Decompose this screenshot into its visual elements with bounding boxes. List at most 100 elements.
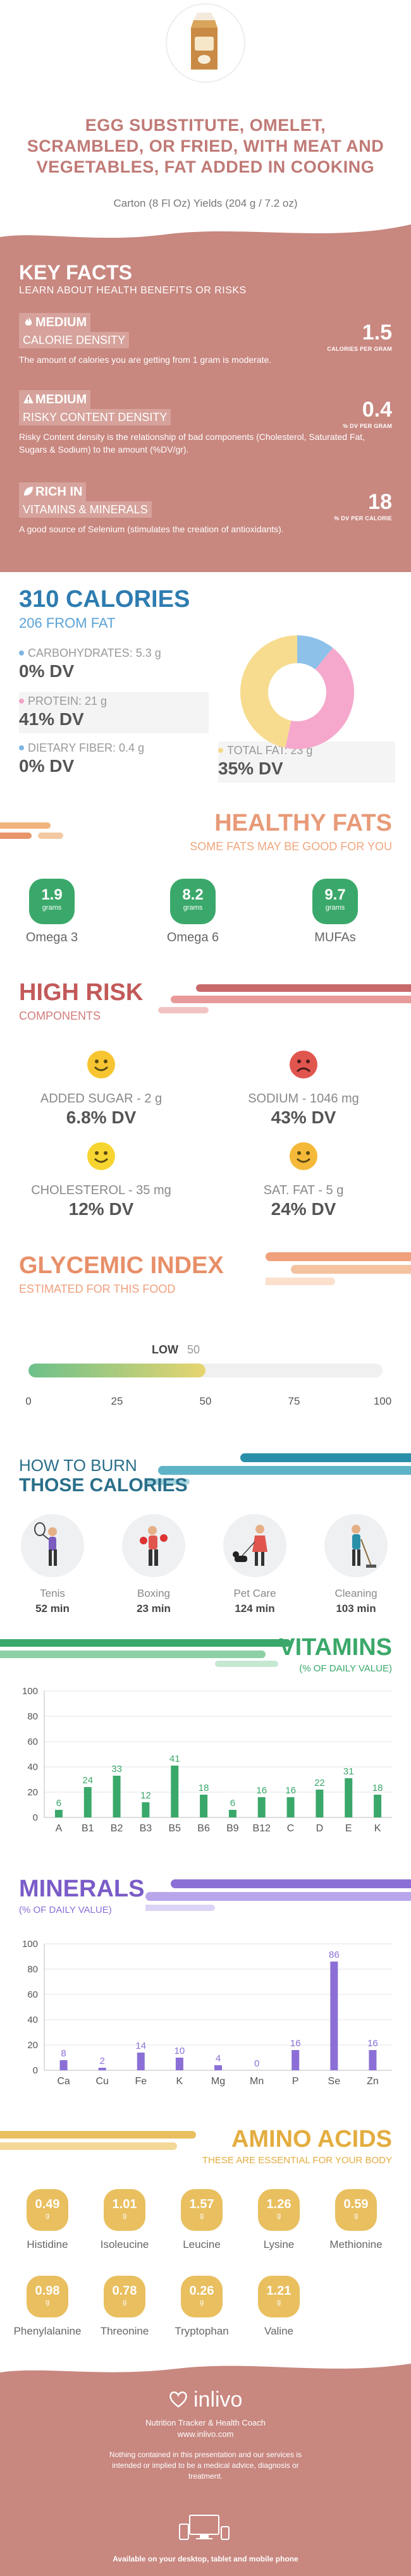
bar-b2 bbox=[113, 1776, 121, 1817]
fact-unit: CALORIES PER GRAM bbox=[327, 346, 392, 352]
fact-description: Risky Content density is the relationshi… bbox=[19, 432, 365, 455]
bar-b6 bbox=[200, 1795, 208, 1817]
fat-omega-6: 8.2 grams Omega 6 bbox=[149, 879, 237, 945]
amino-badge: 1.26 g bbox=[258, 2189, 300, 2231]
bar-b3 bbox=[142, 1802, 150, 1817]
key-facts-title: KEY FACTS bbox=[19, 261, 132, 284]
bar-value-label: 16 bbox=[285, 1785, 296, 1796]
risk-sat-fat: SAT. FAT - 5 g 24% DV bbox=[221, 1141, 386, 1219]
y-tick-label: 0 bbox=[33, 1812, 38, 1823]
risk-added-sugar: ADDED SUGAR - 2 g 6.8% DV bbox=[19, 1049, 183, 1128]
brand-logo[interactable]: inlivo bbox=[0, 2388, 411, 2412]
amino-badge: 0.98 g bbox=[27, 2276, 68, 2317]
risk-dv: 24% DV bbox=[271, 1199, 336, 1219]
disclaimer: Nothing contained in this presentation a… bbox=[109, 2450, 302, 2481]
bar-b9 bbox=[228, 1810, 236, 1817]
calories-section: 310 CALORIES 206 FROM FAT CARBOHYDRATES:… bbox=[0, 572, 411, 787]
x-tick-label: B5 bbox=[168, 1823, 181, 1834]
bar-fe bbox=[137, 2053, 145, 2070]
fact-label: CALORIE DENSITY bbox=[19, 332, 130, 348]
stripe-decoration bbox=[158, 984, 411, 1013]
glycemic-level: LOW bbox=[152, 1343, 178, 1356]
bar-p bbox=[291, 2050, 300, 2070]
legend-dot bbox=[19, 745, 24, 750]
bar-value-label: 41 bbox=[169, 1754, 180, 1764]
minerals-section: MINERALS (% OF DAILY VALUE) 0 20 40 60 80 100… bbox=[0, 1868, 411, 2121]
fact-description: The amount of calories you are getting f… bbox=[19, 355, 272, 365]
activity-name: Tenis bbox=[40, 1587, 65, 1599]
leaf-icon bbox=[24, 487, 33, 496]
bar-value-label: 6 bbox=[56, 1798, 61, 1809]
burn-title-line2: THOSE CALORIES bbox=[19, 1475, 188, 1496]
dog-walker-icon bbox=[233, 1525, 267, 1566]
sad-face-icon bbox=[290, 1051, 317, 1078]
activity-name: Pet Care bbox=[233, 1587, 276, 1599]
donut-slice-protein bbox=[240, 635, 354, 749]
bar-ca bbox=[59, 2060, 68, 2070]
legend-dot bbox=[218, 748, 223, 753]
x-tick-label: B3 bbox=[140, 1823, 152, 1834]
stripe-decoration bbox=[0, 822, 63, 839]
fat-name: Omega 6 bbox=[166, 931, 219, 944]
amino-name: Threonine bbox=[100, 2325, 149, 2337]
boxer-icon bbox=[140, 1526, 168, 1566]
activity-minutes: 52 min bbox=[35, 1602, 70, 1615]
calories-from-fat: 206 FROM FAT bbox=[19, 615, 116, 631]
risk-dv: 6.8% DV bbox=[66, 1108, 137, 1127]
fact-label: RISKY CONTENT DENSITY bbox=[19, 409, 171, 425]
warning-icon bbox=[23, 394, 34, 403]
serving-size: Carton (8 Fl Oz) Yields (204 g / 7.2 oz) bbox=[113, 197, 298, 209]
amino-badge: 0.49 g bbox=[27, 2189, 68, 2231]
y-tick-label: 0 bbox=[33, 2065, 38, 2076]
minerals-bar-chart: 0 20 40 60 80 100 8 Ca 2 Cu 14 Fe 10 K 4 Mg 0 Mn 16 P 86 Se 16… bbox=[22, 1939, 392, 2087]
brand-url[interactable]: www.inlivo.com bbox=[177, 2429, 234, 2439]
glycemic-index-title: GLYCEMIC INDEX bbox=[19, 1252, 224, 1279]
availability-note: Available on your desktop, tablet and mo… bbox=[113, 2555, 298, 2563]
high-risk-subtitle: COMPONENTS bbox=[19, 1010, 101, 1022]
bar-value-label: 6 bbox=[230, 1798, 235, 1809]
amino-acids-title: AMINO ACIDS bbox=[231, 2126, 392, 2152]
glycemic-tick: 100 bbox=[373, 1395, 392, 1407]
high-risk-section: HIGH RISK COMPONENTS ADDED SUGAR - 2 g 6… bbox=[0, 958, 411, 1236]
amino-methionine: 0.59 g Methionine bbox=[318, 2189, 394, 2251]
glycemic-tick: 50 bbox=[199, 1395, 212, 1407]
risk-sodium: SODIUM - 1046 mg 43% DV bbox=[221, 1049, 386, 1128]
bar-value-label: 31 bbox=[343, 1766, 354, 1777]
legend-dot bbox=[19, 650, 24, 656]
fact-level: MEDIUM bbox=[19, 313, 91, 332]
activity-name: Boxing bbox=[137, 1587, 170, 1599]
bar-d bbox=[316, 1790, 324, 1817]
amino-name: Phenylalanine bbox=[13, 2325, 82, 2337]
high-risk-title: HIGH RISK bbox=[19, 979, 144, 1006]
tennis-player-icon bbox=[34, 1522, 57, 1566]
y-tick-label: 80 bbox=[27, 1964, 38, 1975]
risk-dv: 43% DV bbox=[271, 1108, 336, 1127]
glycemic-value: 50 bbox=[187, 1343, 200, 1356]
y-tick-label: 80 bbox=[27, 1711, 38, 1722]
amino-name: Methionine bbox=[329, 2238, 383, 2250]
x-tick-label: K bbox=[176, 2076, 183, 2087]
calorie-density-fact: MEDIUM CALORIE DENSITY 1.5 CALORIES PER … bbox=[19, 313, 392, 366]
bar-value-label: 16 bbox=[256, 1785, 267, 1796]
x-tick-label: Fe bbox=[135, 2076, 147, 2087]
burn-pet-care: Pet Care 124 min bbox=[214, 1514, 296, 1615]
bar-b1 bbox=[83, 1787, 92, 1817]
cleaning-person-icon bbox=[352, 1525, 376, 1568]
y-tick-label: 40 bbox=[27, 1762, 38, 1773]
bar-a bbox=[54, 1810, 63, 1817]
burn-icon-circle bbox=[223, 1514, 286, 1577]
fat-badge: 9.7 grams bbox=[312, 879, 358, 924]
amino-badge: 1.21 g bbox=[258, 2276, 300, 2317]
amino-badge: 0.59 g bbox=[335, 2189, 377, 2231]
nutrient-carbohydrates: CARBOHYDRATES: 5.3 g 0% DV bbox=[19, 647, 209, 681]
x-tick-label: Se bbox=[328, 2076, 341, 2087]
happy-face-icon bbox=[290, 1142, 317, 1170]
stripe-decoration bbox=[145, 1453, 411, 1485]
glycemic-tick: 0 bbox=[25, 1395, 32, 1407]
key-facts-section: KEY FACTS LEARN ABOUT HEALTH BENEFITS OR… bbox=[0, 218, 411, 572]
stripe-decoration bbox=[0, 2131, 196, 2150]
amino-name: Isoleucine bbox=[100, 2238, 149, 2250]
amino-badge: 0.26 g bbox=[181, 2276, 223, 2317]
amino-valine: 1.21 g Valine bbox=[241, 2276, 317, 2338]
x-tick-label: Ca bbox=[57, 2076, 70, 2087]
